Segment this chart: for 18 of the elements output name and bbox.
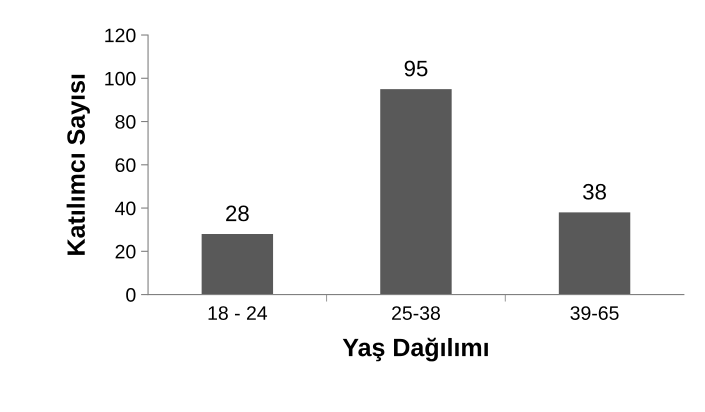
bar [202, 234, 274, 295]
y-axis-title: Katılımcı Sayısı [66, 74, 90, 255]
data-label: 95 [404, 60, 428, 76]
data-label: 38 [583, 184, 606, 200]
x-axis-title: Yaş Dağılımı [342, 338, 488, 362]
y-tick-label: 100 [105, 72, 136, 86]
y-tick-label: 80 [115, 115, 136, 129]
data-label: 28 [226, 206, 249, 222]
x-tick-label: 18 - 24 [208, 306, 268, 320]
bar [558, 212, 630, 295]
y-tick-label: 120 [105, 28, 136, 42]
y-tick-label: 40 [115, 202, 136, 216]
bar [380, 89, 452, 295]
x-tick-label: 39-65 [570, 306, 619, 320]
x-tick-label: 25-38 [392, 306, 440, 320]
y-tick-label: 60 [116, 158, 136, 172]
y-tick-label: 20 [116, 244, 136, 259]
y-tick-label: 0 [126, 288, 136, 302]
